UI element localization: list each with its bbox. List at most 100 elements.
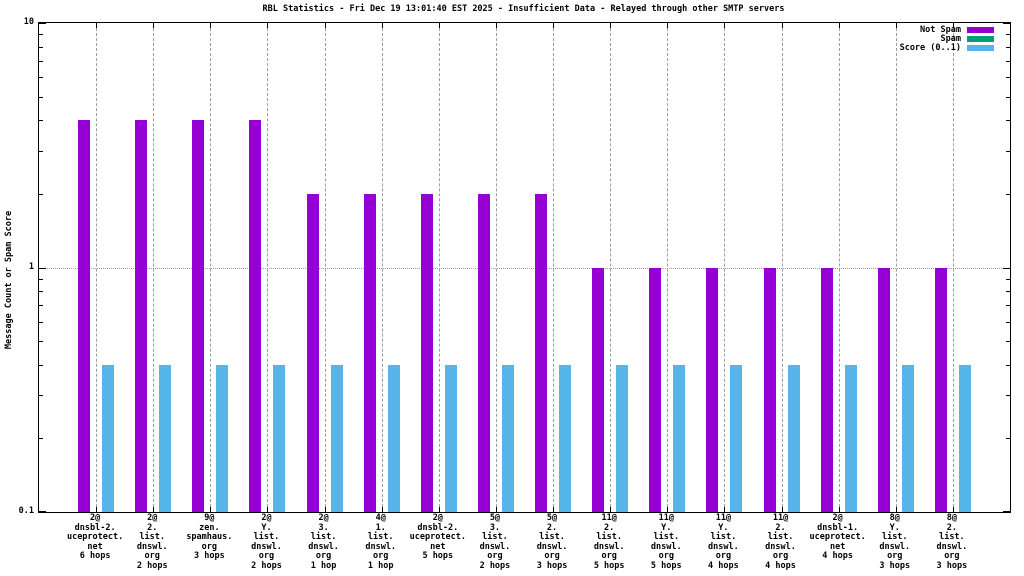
x-category-label-line: dnsbl-1. bbox=[817, 522, 859, 533]
legend-label: Spam bbox=[940, 34, 961, 44]
bar-score-0-1 bbox=[444, 364, 457, 512]
legend-row: Score (0..1) bbox=[899, 43, 994, 53]
y-tick-minor bbox=[39, 46, 43, 48]
x-tick-bottom bbox=[781, 507, 783, 512]
bar-not-spam bbox=[306, 193, 319, 512]
y-tick-minor bbox=[39, 438, 43, 440]
x-category-label-line: 11@ bbox=[658, 513, 674, 523]
x-category-label: 8@ 2. list. dnswl. org 3 hops bbox=[903, 513, 1001, 572]
x-category-label: 2@ dnsbl-2. uceprotect. net 6 hops bbox=[46, 513, 144, 562]
x-category-label: 2@ dnsbl-1. uceprotect. net 4 hops bbox=[789, 513, 887, 562]
bar-not-spam bbox=[763, 267, 776, 512]
x-category-label-line: 11@ bbox=[601, 513, 617, 523]
x-category-label-line: org bbox=[887, 551, 903, 562]
x-category-label-line: 8@ bbox=[889, 513, 900, 523]
x-category-label-line: dnswl. bbox=[765, 541, 796, 552]
bar-score-0-1 bbox=[901, 364, 914, 512]
chart-title: RBL Statistics - Fri Dec 19 13:01:40 EST… bbox=[262, 4, 785, 14]
y-tick-major bbox=[39, 23, 46, 24]
x-tick-bottom bbox=[553, 507, 555, 512]
x-category-label-line: 2. bbox=[946, 522, 957, 533]
bar-not-spam bbox=[706, 267, 719, 512]
gridline-horizontal-y1 bbox=[39, 267, 1010, 269]
x-category-label-line: 3 hops bbox=[536, 560, 568, 571]
x-category-label-line: 3 hops bbox=[879, 560, 911, 571]
y-tick-minor bbox=[39, 291, 43, 293]
x-tick-top bbox=[324, 23, 326, 28]
x-tick-bottom bbox=[667, 507, 669, 512]
y-tick-minor bbox=[1006, 60, 1010, 62]
bar-score-0-1 bbox=[387, 364, 400, 512]
x-category-label-line: list. bbox=[482, 532, 508, 543]
x-category-label-line: 4 hops bbox=[822, 551, 853, 562]
x-category-label-line: Y. bbox=[661, 522, 672, 533]
x-category-label-line: 2. bbox=[546, 522, 558, 533]
bar-score-0-1 bbox=[216, 364, 229, 512]
x-category-label-line: org bbox=[601, 551, 617, 562]
x-category-label-line: 1 hop bbox=[367, 560, 394, 571]
x-category-label: 8@ Y. list. dnswl. org 3 hops bbox=[846, 513, 944, 572]
bar-score-0-1 bbox=[559, 364, 572, 512]
y-tick-minor bbox=[39, 278, 43, 280]
bar-score-0-1 bbox=[730, 364, 743, 512]
x-category-label-line: dnswl. bbox=[251, 541, 282, 552]
x-tick-top bbox=[267, 23, 269, 28]
x-category-label: 11@ 2. list. dnswl. org 4 hops bbox=[732, 513, 830, 572]
x-category-label-line: org bbox=[201, 541, 218, 552]
bar-not-spam bbox=[192, 120, 205, 512]
y-tick-major bbox=[1003, 23, 1010, 24]
x-category-label-line: 2 hops bbox=[479, 560, 511, 571]
x-category-label-line: dnswl. bbox=[879, 541, 911, 552]
x-category-label-line: org bbox=[258, 551, 275, 562]
x-tick-top bbox=[96, 23, 98, 28]
x-category-label-line: list. bbox=[539, 532, 565, 543]
y-tick-minor bbox=[1006, 364, 1010, 366]
x-tick-top bbox=[553, 23, 555, 28]
bar-not-spam bbox=[249, 120, 262, 512]
x-category-label-line: 5@ bbox=[546, 513, 558, 523]
x-category-label-line: dnswl. bbox=[365, 541, 397, 552]
x-category-label-line: 11@ bbox=[772, 513, 789, 523]
y-tick-minor bbox=[1006, 34, 1010, 36]
x-category-label-line: list. bbox=[367, 532, 394, 543]
x-tick-bottom bbox=[838, 507, 840, 512]
x-tick-top bbox=[667, 23, 669, 28]
x-category-label-line: net bbox=[829, 541, 846, 552]
x-category-label-line: uceprotect. bbox=[66, 532, 124, 543]
x-category-label-line: 1. bbox=[375, 522, 386, 533]
x-category-label-line: 2@ bbox=[432, 513, 443, 523]
x-category-label-line: 9@ bbox=[204, 513, 215, 523]
x-category-label-line: dnswl. bbox=[936, 541, 968, 552]
y-tick-minor bbox=[1006, 341, 1010, 343]
x-category-label-line: 2 hops bbox=[251, 560, 282, 571]
bar-not-spam bbox=[363, 193, 376, 512]
y-tick-minor bbox=[1006, 305, 1010, 307]
y-tick-major bbox=[1003, 267, 1010, 269]
x-category-label-line: list. bbox=[767, 532, 794, 543]
y-tick-minor bbox=[39, 34, 43, 36]
x-category-label-line: org bbox=[715, 551, 732, 562]
x-category-label-line: dnsbl-2. bbox=[74, 522, 116, 533]
x-category-label-line: 2@ bbox=[832, 513, 843, 523]
bar-not-spam bbox=[877, 267, 890, 512]
x-category-label: 5@ 3. list. dnswl. org 2 hops bbox=[446, 513, 544, 572]
x-category-label-line: 2 hops bbox=[136, 560, 168, 571]
x-category-label-line: 2@ bbox=[147, 513, 158, 523]
x-category-label-line: 1 hop bbox=[310, 560, 337, 571]
bar-not-spam bbox=[420, 193, 433, 512]
x-category-label-line: zen. bbox=[199, 522, 220, 533]
x-category-label-line: list. bbox=[710, 532, 737, 543]
x-tick-bottom bbox=[96, 507, 98, 512]
x-tick-bottom bbox=[952, 507, 954, 512]
x-category-label-line: 3. bbox=[489, 522, 501, 533]
x-category-label-line: 4 hops bbox=[708, 560, 739, 571]
x-category-label-line: dnswl. bbox=[308, 541, 339, 552]
x-category-label-line: dnsbl-2. bbox=[417, 522, 459, 533]
x-category-label-line: org bbox=[487, 551, 503, 562]
legend-label: Score (0..1) bbox=[899, 43, 961, 53]
x-category-label-line: 3 hops bbox=[936, 560, 968, 571]
y-tick-minor bbox=[1006, 46, 1010, 48]
x-tick-top bbox=[610, 23, 612, 28]
y-axis-label-text: Message Count or Spam Score bbox=[4, 210, 14, 350]
x-tick-bottom bbox=[895, 507, 897, 512]
